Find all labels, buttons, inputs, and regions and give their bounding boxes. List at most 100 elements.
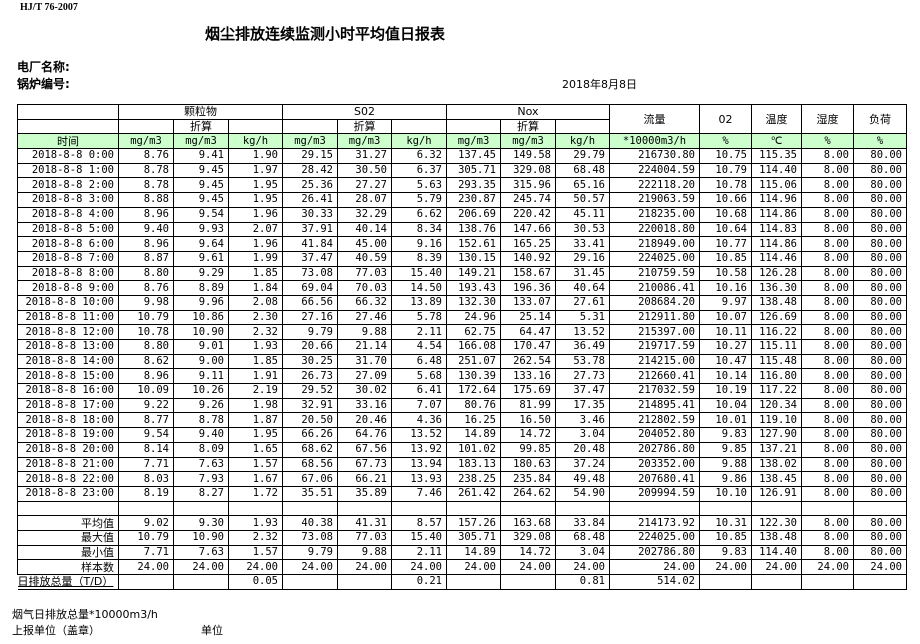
cell: 73.08 (282, 529, 338, 546)
cell: 114.86 (751, 236, 802, 252)
cell: 69.04 (282, 280, 338, 296)
cell: 293.35 (446, 177, 501, 194)
cell: 80.00 (853, 529, 907, 546)
cell: 8.62 (118, 353, 174, 370)
cell: 7.07 (391, 397, 447, 414)
cell: 116.22 (751, 324, 802, 340)
cell: 9.83 (699, 427, 752, 443)
cell: 36.49 (555, 339, 610, 355)
cell: 10.19 (699, 383, 752, 399)
cell: 9.79 (282, 324, 338, 340)
cell: 264.62 (500, 485, 556, 502)
cell: 126.28 (751, 265, 802, 282)
cell: 13.52 (391, 427, 447, 443)
cell: 27.16 (282, 309, 338, 326)
table-row-label: 2018-8-8 11:00 (17, 309, 119, 326)
cell (699, 574, 752, 590)
blank-cell (282, 500, 338, 517)
cell (118, 574, 174, 590)
cell: 70.03 (337, 280, 392, 296)
subheader-row: 折算 折算 折算 (17, 118, 907, 135)
cell: 33.84 (555, 515, 610, 531)
cell: 0.05 (228, 574, 283, 590)
table-row-label: 2018-8-8 23:00 (17, 485, 119, 502)
cell: 25.14 (500, 309, 556, 326)
cell: 25.36 (282, 177, 338, 194)
cell: 24.00 (555, 559, 610, 575)
units-row: 时间 mg/m3 mg/m3 kg/h mg/m3 mg/m3 kg/h mg/m3 mg/m3… (17, 133, 907, 150)
cell: 80.00 (853, 368, 907, 385)
cell: 80.00 (853, 353, 907, 370)
table-row: 2018-8-8 22:00 8.03 7.93 1.67 67.06 66.21 13.9… (17, 471, 907, 487)
cell: kg/h (555, 133, 610, 150)
cell: 215397.00 (609, 324, 700, 340)
cell: 8.78 (118, 162, 174, 179)
cell: 214215.00 (609, 353, 700, 370)
reporting-unit-label: 上报单位（盖章） (12, 624, 100, 637)
cell: 66.32 (337, 294, 392, 311)
cell: 2.19 (228, 383, 283, 399)
cell: 80.00 (853, 456, 907, 473)
cell: 37.47 (282, 250, 338, 267)
cell: 219717.59 (609, 339, 700, 355)
cell: 147.66 (500, 221, 556, 238)
table-row-label: 2018-8-8 19:00 (17, 427, 119, 443)
cell: 9.54 (173, 206, 229, 223)
cell: 73.08 (282, 265, 338, 282)
cell: 41.31 (337, 515, 392, 531)
blank-cell (17, 104, 119, 120)
cell: 8.78 (173, 412, 229, 429)
cell: 13.92 (391, 441, 447, 458)
cell: 251.07 (446, 353, 501, 370)
cell (337, 574, 392, 590)
cell: 54.90 (555, 485, 610, 502)
unit-label: 单位 (201, 624, 223, 637)
cell: 9.85 (699, 441, 752, 458)
cell: 8.00 (801, 148, 854, 164)
cell: 116.80 (751, 368, 802, 385)
cell: 130.39 (446, 368, 501, 385)
blank-cell (500, 500, 556, 517)
cell: 14.72 (500, 427, 556, 443)
cell: 10.90 (173, 324, 229, 340)
cell: 138.48 (751, 529, 802, 546)
cell: 1.96 (228, 236, 283, 252)
cell: 10.47 (699, 353, 752, 370)
blank-cell (801, 500, 854, 517)
cell: 24.00 (751, 559, 802, 575)
cell: 80.00 (853, 265, 907, 282)
cell: 37.24 (555, 456, 610, 473)
cell: 9.88 (699, 456, 752, 473)
cell: 9.30 (173, 515, 229, 531)
cell: 9.11 (173, 368, 229, 385)
cell: 3.04 (555, 427, 610, 443)
cell: 40.59 (337, 250, 392, 267)
cell (173, 574, 229, 590)
cell: 8.34 (391, 221, 447, 238)
standard-code: HJ/T 76-2007 (20, 2, 78, 13)
flue-gas-total-label: 烟气日排放总量*10000m3/h (12, 608, 158, 621)
cell: 9.83 (699, 544, 752, 561)
table-row: 2018-8-8 15:00 8.96 9.11 1.91 26.73 27.09 5.68… (17, 368, 907, 385)
blank-cell (118, 500, 174, 517)
cell: 138.48 (751, 294, 802, 311)
cell: 80.00 (853, 397, 907, 414)
table-row-label: 2018-8-8 15:00 (17, 368, 119, 385)
cell: 1.91 (228, 368, 283, 385)
cell: 9.86 (699, 471, 752, 487)
cell: 9.88 (337, 324, 392, 340)
cell: 8.00 (801, 162, 854, 179)
table-row: 2018-8-8 6:00 8.96 9.64 1.96 41.84 45.00 9.16 1… (17, 236, 907, 252)
header-load: 负荷 (853, 103, 907, 135)
cell: 80.00 (853, 206, 907, 223)
cell: 210759.59 (609, 265, 700, 282)
cell: 9.40 (118, 221, 174, 238)
cell: 9.41 (173, 148, 229, 164)
cell: 24.00 (853, 559, 907, 575)
table-row: 2018-8-8 7:00 8.87 9.61 1.99 37.47 40.59 8.39 1… (17, 250, 907, 267)
cell: 67.06 (282, 471, 338, 487)
cell: 114.40 (751, 162, 802, 179)
blank-cell (853, 500, 907, 517)
cell: 10.79 (118, 309, 174, 326)
cell: 6.62 (391, 206, 447, 223)
